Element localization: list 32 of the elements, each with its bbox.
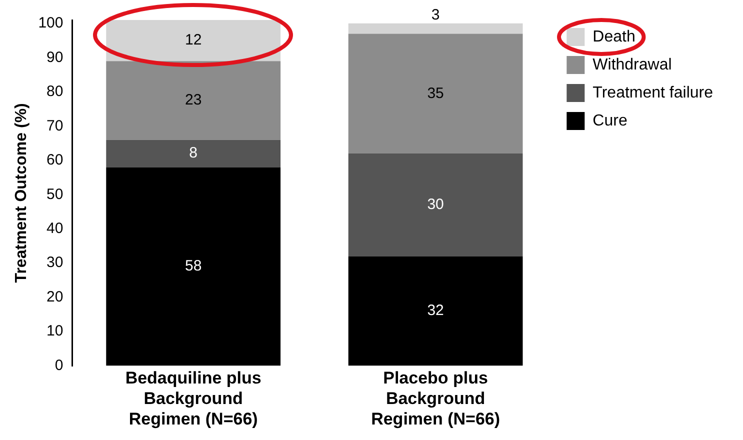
y-tick-label: 50 [46,186,64,203]
y-tick-label: 40 [46,220,64,237]
bar [348,34,523,154]
y-tick-label: 10 [46,322,64,340]
bar [348,154,523,256]
bar [106,140,281,168]
data-label: 3 [431,6,440,24]
x-tick-label: Placebo plus Background Regimen (N=66) [371,368,500,428]
bar [348,256,523,366]
data-label: 12 [184,32,202,49]
y-tick-label: 20 [46,288,64,306]
bar [348,23,523,34]
data-label: 32 [427,302,444,320]
legend-label: Treatment failure [592,84,714,102]
bar [106,167,281,366]
data-label: 58 [184,258,202,275]
data-label: 23 [184,92,202,109]
data-label: 30 [427,196,444,214]
y-tick-label: 60 [46,152,64,169]
y-axis-title: Treatment Outcome (%) [13,103,30,283]
data-label: 35 [427,84,444,102]
legend-label: Death [592,28,636,46]
x-tick-label: Bedaquiline plus Background Regimen (N=66) [125,368,262,428]
y-tick-label: 70 [46,117,64,134]
y-tick-label: 30 [46,254,64,272]
y-tick-label: 90 [46,48,64,66]
legend-label: Withdrawal [592,56,672,74]
legend-label: Cure [592,112,628,130]
y-tick-label: 0 [54,356,64,374]
data-label: 8 [189,144,198,162]
y-tick-label: 100 [38,14,64,32]
y-tick-label: 80 [46,83,64,100]
